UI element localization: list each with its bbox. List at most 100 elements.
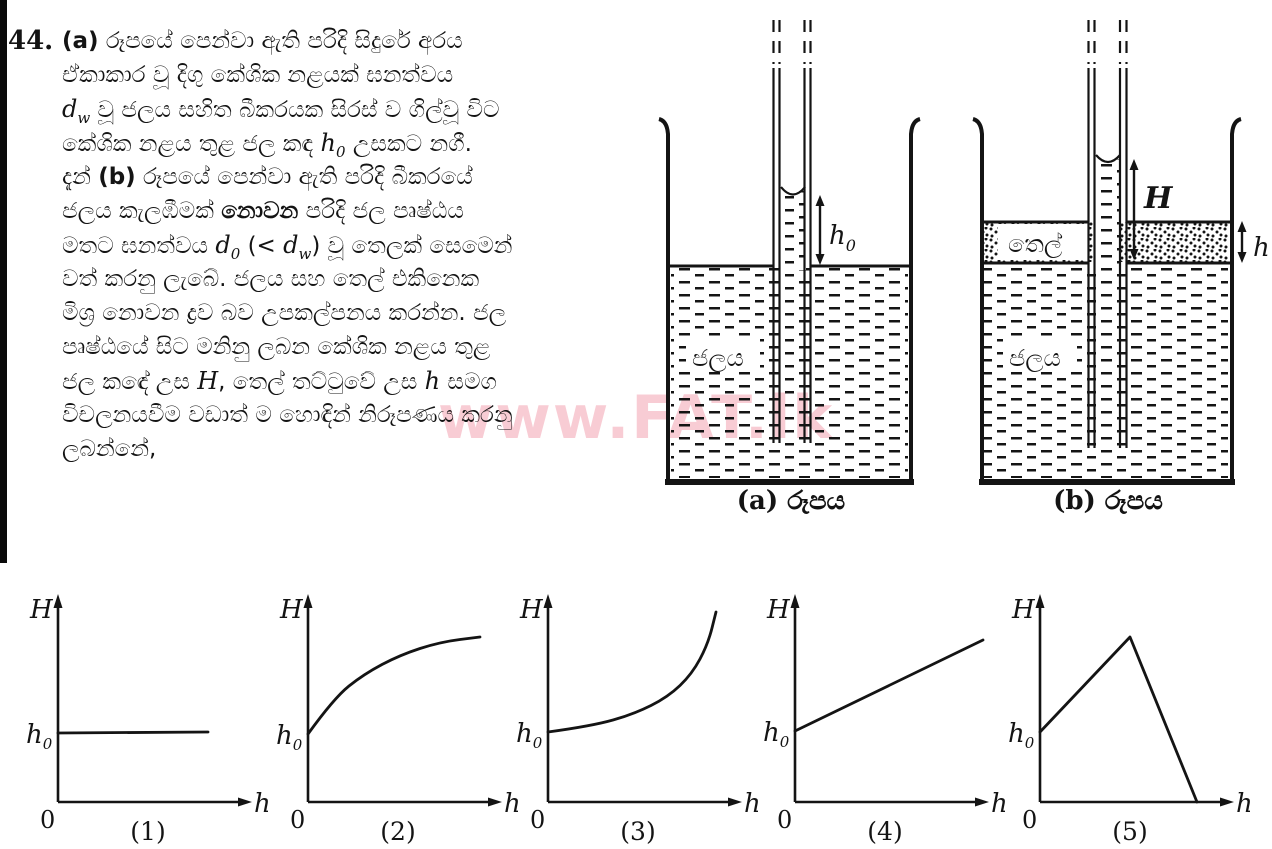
x-axis-arrow xyxy=(728,797,742,807)
text-segment: නොවන xyxy=(221,198,299,224)
beaker-outline xyxy=(972,117,1242,485)
question-line: මතට ඝනත්වය d0 (< dw) වූ තෙලක් සෙමෙන් xyxy=(62,228,512,263)
tube-water-column xyxy=(1096,159,1120,265)
scan-edge-artifact xyxy=(0,0,7,563)
graph-caption: (4) xyxy=(867,817,902,845)
curve-2 xyxy=(306,635,482,736)
text-segment: සමග xyxy=(440,369,497,395)
y-axis-label: H xyxy=(29,595,54,625)
x-axis-arrow xyxy=(488,797,502,807)
question-line: වත් කරනු ලැබේ. ජලය සහ තෙල් එකිනෙක xyxy=(62,262,479,296)
y-axis-arrow xyxy=(790,594,800,608)
question-line: මිශ්‍ර නොවන ද්‍රව බව උපකල්පනය කරන්න. ජල xyxy=(62,296,506,330)
graph-caption: (5) xyxy=(1112,817,1147,845)
text-segment: කේශික නළය තුළ ජල කඳ xyxy=(62,131,321,157)
question-line: ලබන්නේ, xyxy=(62,432,472,466)
curve-3 xyxy=(546,610,718,734)
oil-label-backdrop xyxy=(998,224,1088,260)
text-segment: මිශ්‍ර නොවන ද්‍රව බව උපකල්පනය කරන්න. ජල xyxy=(62,300,507,326)
math-symbol: 0 xyxy=(336,143,346,161)
y-axis-arrow xyxy=(543,594,553,608)
math-symbol: w xyxy=(298,245,312,263)
math-symbol: H xyxy=(197,367,219,395)
question-line: පෘෂ්ඨයේ සිට මනිනු ලබන කේශික නළය තුළ xyxy=(62,330,490,364)
graph-caption: (1) xyxy=(130,817,165,845)
math-symbol: h xyxy=(424,367,441,395)
oil-label: තෙල් xyxy=(1008,230,1062,258)
curve-4 xyxy=(793,638,985,733)
question-line: ඒකාකාර වූ දිගු කේශික නළයක් ඝනත්වය xyxy=(62,58,472,92)
math-symbol: d xyxy=(62,95,78,123)
question-line: dw වූ ජලය සහිත බීකරයක සිරස් ව ගිල්වූ විට xyxy=(62,92,500,127)
figure-a-caption: (a) රූපය xyxy=(737,486,846,516)
h-label: h xyxy=(1253,233,1270,263)
origin-label: 0 xyxy=(530,806,545,834)
origin-label: 0 xyxy=(290,806,305,834)
h0-arrow xyxy=(815,195,825,265)
beaker-outline xyxy=(658,117,921,485)
text-segment: රූපයේ පෙන්වා ඇති පරිදි බීකරයේ xyxy=(135,164,473,190)
figure-b-caption: (b) රූපය xyxy=(1053,486,1163,516)
x-axis-arrow xyxy=(975,797,989,807)
origin-label: 0 xyxy=(1022,806,1037,834)
text-segment: (a) xyxy=(62,28,99,54)
h-arrow xyxy=(1237,221,1247,263)
water-label: ජලය xyxy=(692,344,744,372)
y-axis-label: H xyxy=(1011,595,1036,625)
text-segment: වූ ජලය සහිත බීකරයක සිරස් ව ගිල්වූ විට xyxy=(90,97,500,123)
x-axis-label: h xyxy=(991,789,1005,819)
answer-graph-5: Hh0h0(5) xyxy=(1008,594,1250,845)
x-axis-arrow xyxy=(1220,797,1234,807)
h0-tick-label: h0 xyxy=(1008,719,1035,752)
origin-label: 0 xyxy=(777,806,792,834)
h0-tick-label: h0 xyxy=(516,719,543,752)
tube-water-column xyxy=(781,191,805,268)
water-label: ජලය xyxy=(1009,344,1061,372)
graph-caption: (3) xyxy=(620,817,655,845)
y-axis-label: H xyxy=(766,595,791,625)
text-segment: විචලනයවීම වඩාත් ම හොඳින් නිරූපණය කරනු xyxy=(62,402,513,428)
y-axis-label: H xyxy=(519,595,544,625)
text-segment: (b) xyxy=(98,164,136,190)
graph-caption: (2) xyxy=(380,817,415,845)
figure-b: තෙල් ජලය xyxy=(972,20,1270,516)
answer-graph-2: Hh0h0(2) xyxy=(276,594,518,845)
question-line: විචලනයවීම වඩාත් ම හොඳින් නිරූපණය කරනු xyxy=(62,398,513,432)
text-segment: , තෙල් තට්ටුවේ උස xyxy=(218,369,425,395)
math-symbol: d xyxy=(283,231,299,259)
text-segment: පරිදි ජල පෘෂ්ඨය xyxy=(298,198,464,224)
origin-label: 0 xyxy=(40,806,55,834)
figure-a: ජලය h0 (a) රූපය xyxy=(658,20,921,516)
math-symbol: w xyxy=(77,109,91,127)
text-segment: උසකට නගී. xyxy=(345,131,472,157)
curve-1 xyxy=(56,730,210,735)
text-segment: (< xyxy=(240,233,284,259)
y-axis-arrow xyxy=(1035,594,1045,608)
math-symbol: 0 xyxy=(230,245,241,263)
h0-tick-label: h0 xyxy=(26,720,53,753)
question-line: දැන් (b) රූපයේ පෙන්වා ඇති පරිදි බීකරයේ xyxy=(62,160,473,194)
math-symbol: d xyxy=(215,231,231,259)
text-segment: වත් කරනු ලැබේ. ජලය සහ තෙල් එකිනෙක xyxy=(62,266,480,292)
x-axis-label: h xyxy=(504,789,518,819)
water-label-backdrop xyxy=(686,338,760,372)
capillary-tube xyxy=(1087,20,1128,448)
y-axis-arrow xyxy=(53,594,63,608)
text-segment: දැන් xyxy=(62,164,99,190)
text-segment: ජල කඳේ උස xyxy=(62,369,198,395)
text-segment: ) වූ තෙලක් සෙමෙන් xyxy=(311,233,513,259)
answer-graph-3: Hh0h0(3) xyxy=(516,594,758,845)
text-segment: මතට ඝනත්වය xyxy=(62,233,216,259)
y-axis-label: H xyxy=(279,595,304,625)
h0-label: h0 xyxy=(829,221,856,255)
curve-5 xyxy=(1038,635,1199,804)
question-line: (a) රූපයේ පෙන්වා ඇති පරිදි සිදුරේ අරය xyxy=(62,24,472,58)
meniscus xyxy=(780,186,806,196)
capillary-tube xyxy=(772,20,812,443)
oil-layer-lines xyxy=(982,220,1232,265)
math-symbol: h xyxy=(320,129,336,157)
question-line: කේශික නළය තුළ ජල කඳ h0 උසකට නගී. xyxy=(62,126,472,161)
y-axis-arrow xyxy=(303,594,313,608)
text-segment: ලබන්නේ, xyxy=(62,436,157,462)
